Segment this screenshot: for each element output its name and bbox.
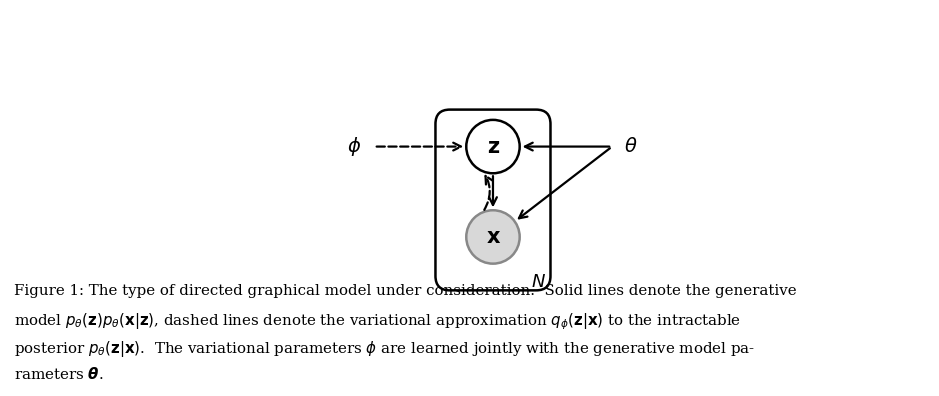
Text: model $p_\theta(\mathbf{z})p_\theta(\mathbf{x}|\mathbf{z})$, dashed lines denote: model $p_\theta(\mathbf{z})p_\theta(\mat… xyxy=(14,312,741,332)
Text: Figure 1: The type of directed graphical model under consideration.  Solid lines: Figure 1: The type of directed graphical… xyxy=(14,284,796,299)
Text: rameters $\boldsymbol{\theta}$.: rameters $\boldsymbol{\theta}$. xyxy=(14,366,103,382)
Text: posterior $p_\theta(\mathbf{z}|\mathbf{x})$.  The variational parameters $\phi$ : posterior $p_\theta(\mathbf{z}|\mathbf{x… xyxy=(14,339,755,359)
Text: x: x xyxy=(486,227,500,247)
FancyBboxPatch shape xyxy=(436,110,550,290)
Text: $\theta$: $\theta$ xyxy=(624,137,638,156)
Text: $N$: $N$ xyxy=(531,273,546,291)
Text: z: z xyxy=(487,137,499,156)
Text: $\phi$: $\phi$ xyxy=(347,135,362,158)
Circle shape xyxy=(467,120,519,173)
Circle shape xyxy=(467,210,519,264)
